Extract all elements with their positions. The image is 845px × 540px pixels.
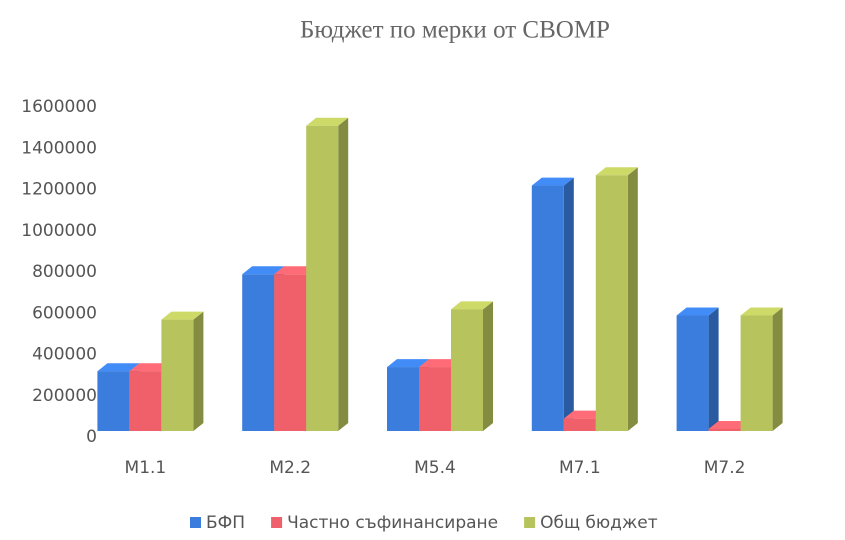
bar <box>451 309 483 431</box>
chart-title: Бюджет по мерки от СВОМР <box>300 17 610 44</box>
bar-side <box>708 307 719 431</box>
bar-side <box>338 117 349 431</box>
bar-top <box>274 266 317 275</box>
bar <box>387 367 419 431</box>
bar <box>97 371 130 431</box>
y-tick-label: 800000 <box>32 262 97 282</box>
bar-top <box>451 301 493 310</box>
bar-top <box>676 307 719 316</box>
bar-top <box>387 359 429 368</box>
y-tick-label: 400000 <box>32 345 97 365</box>
x-tick-label: M2.2 <box>269 458 311 478</box>
bar <box>595 175 628 431</box>
bar-top <box>306 117 349 126</box>
bar-top <box>531 177 574 186</box>
x-tick-label: M1.1 <box>125 458 167 478</box>
bar-top <box>97 363 140 372</box>
legend-label: Частно съфинансиране <box>287 513 498 533</box>
bar-side <box>627 167 638 431</box>
bar <box>676 315 709 431</box>
x-tick-label: M7.2 <box>704 458 746 478</box>
bar-top <box>740 307 783 316</box>
x-tick-label: M5.4 <box>414 458 456 478</box>
bar <box>740 315 773 431</box>
bar-side <box>772 307 783 431</box>
bar <box>274 274 307 431</box>
legend-swatch <box>271 517 283 528</box>
y-tick-label: 1000000 <box>21 221 97 241</box>
bar <box>129 371 162 431</box>
x-tick-label: M7.1 <box>559 458 601 478</box>
y-tick-label: 1200000 <box>21 180 97 200</box>
bar-top <box>595 167 638 176</box>
bar-top <box>242 266 285 275</box>
legend-swatch <box>524 517 536 528</box>
bar <box>708 428 741 431</box>
bar-top <box>563 410 606 419</box>
y-tick-label: 1400000 <box>21 138 97 158</box>
legend-label: БФП <box>206 513 245 533</box>
bar <box>306 125 339 431</box>
bar-side <box>193 311 204 431</box>
y-tick-label: 1600000 <box>21 97 97 117</box>
bar <box>563 418 596 431</box>
bar-top <box>708 420 751 429</box>
bar <box>161 319 194 431</box>
bar-top <box>161 311 204 320</box>
bar-top <box>419 359 461 368</box>
bar <box>242 274 275 431</box>
y-tick-label: 600000 <box>32 303 97 323</box>
bar-side <box>483 301 493 431</box>
y-tick-label: 0 <box>86 427 97 447</box>
legend-label: Общ бюджет <box>540 513 658 533</box>
y-tick-label: 200000 <box>32 386 97 406</box>
bar-top <box>129 363 172 372</box>
legend-swatch <box>190 517 201 528</box>
bar <box>531 185 564 431</box>
bar <box>419 367 451 431</box>
bar-side <box>563 177 574 431</box>
